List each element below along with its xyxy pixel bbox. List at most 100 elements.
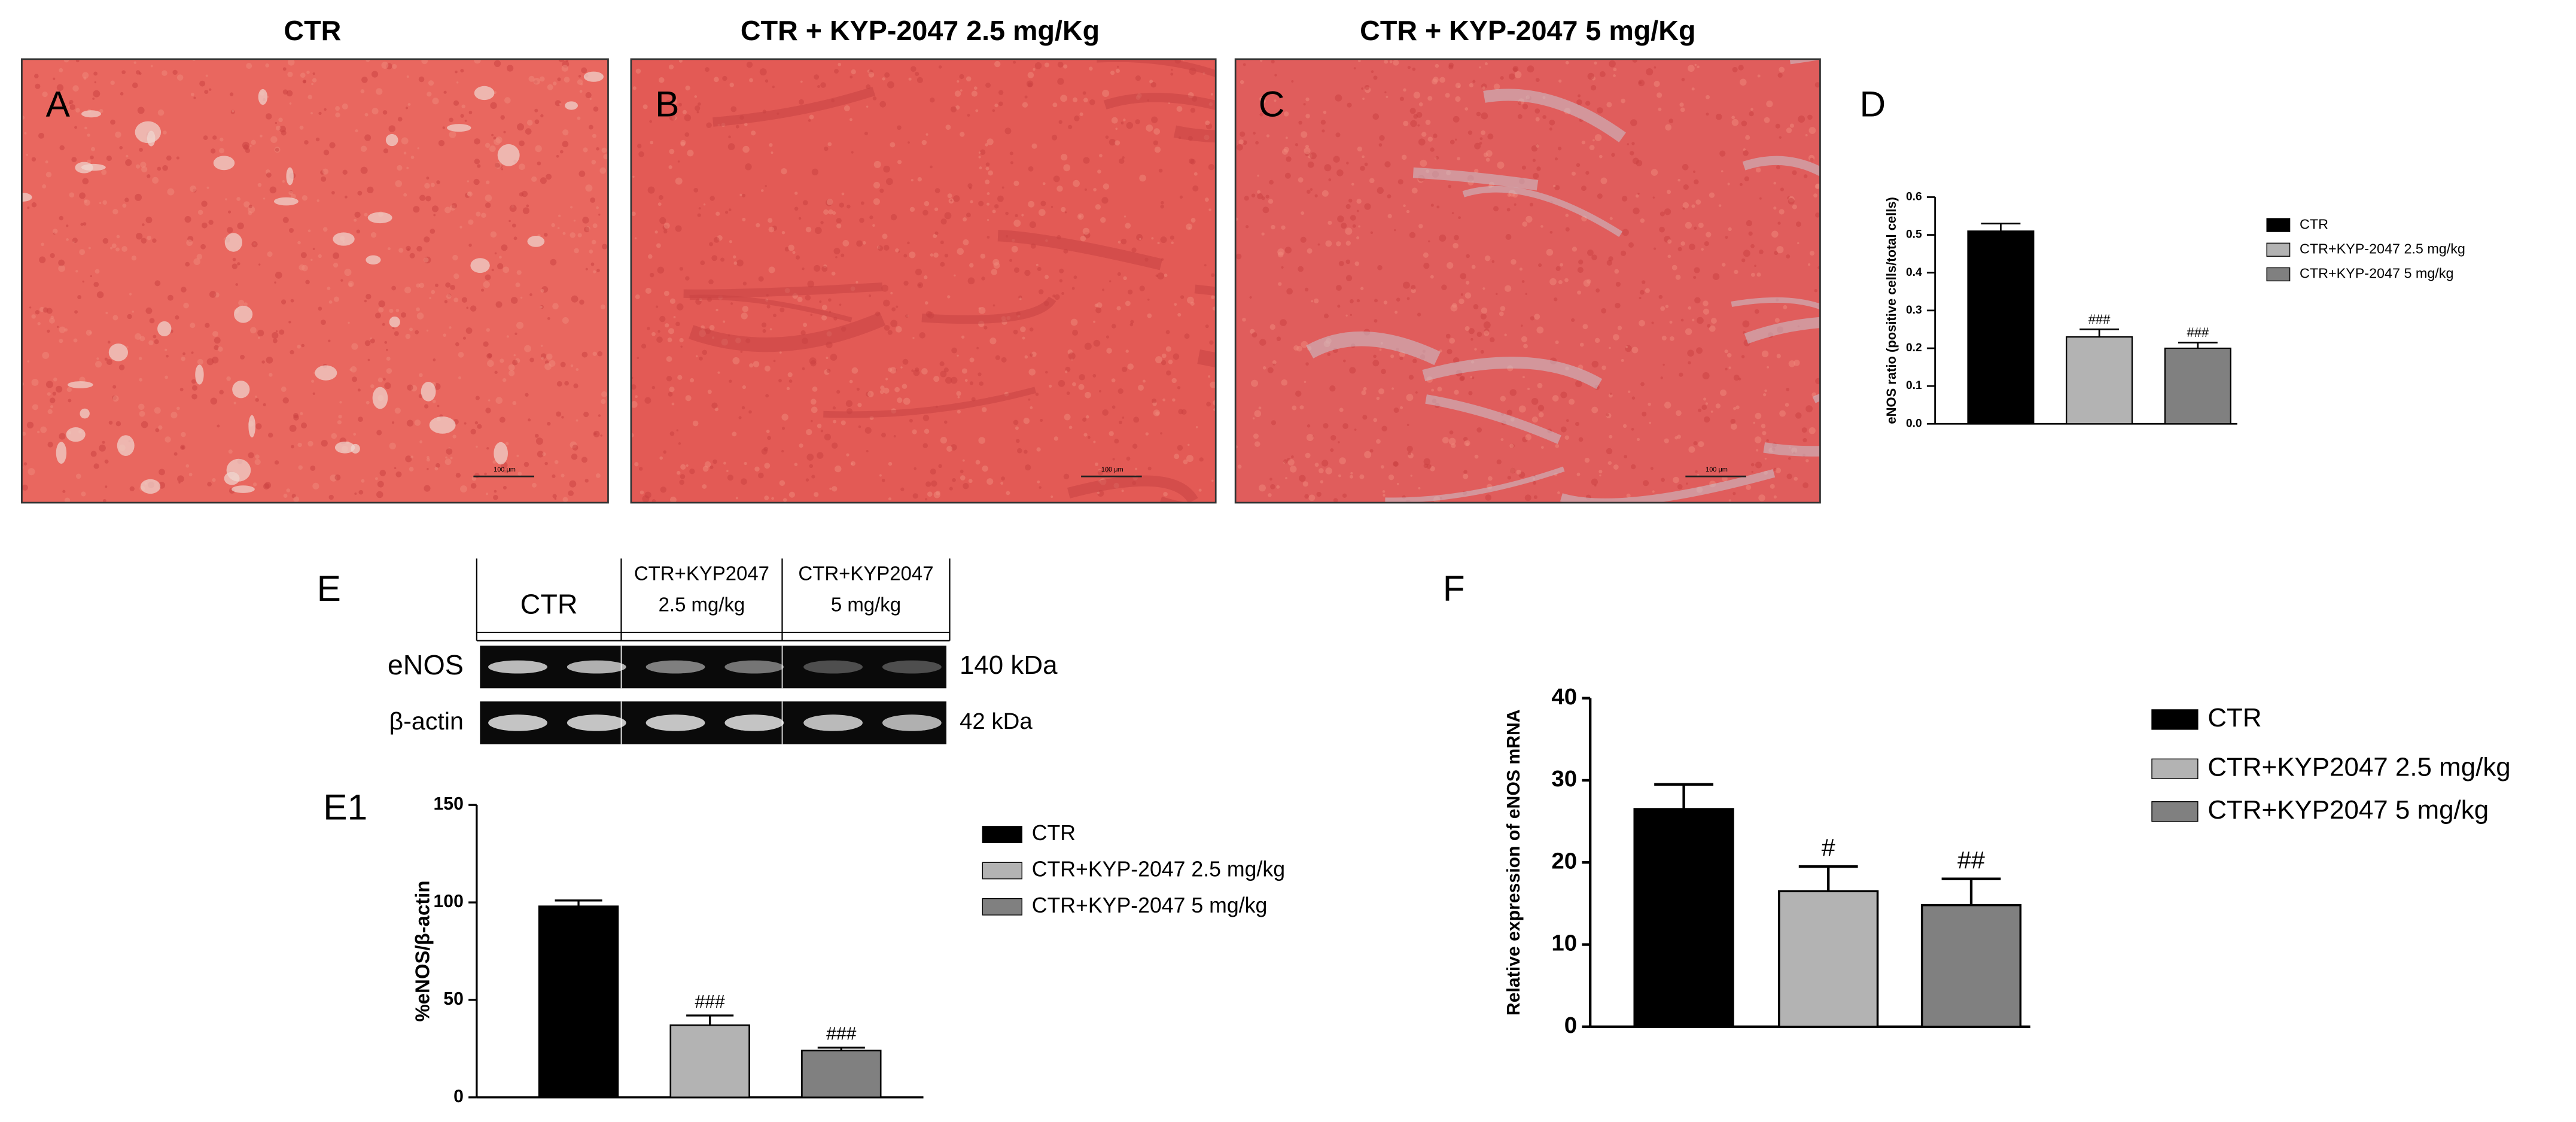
- texture: [960, 475, 966, 481]
- texture: [728, 135, 731, 139]
- texture: [705, 67, 710, 72]
- texture: [516, 454, 519, 457]
- texture: [81, 110, 101, 118]
- texture: [543, 233, 548, 237]
- texture: [1093, 339, 1101, 347]
- texture: [45, 160, 48, 164]
- texture: [1517, 114, 1523, 119]
- texture: [58, 264, 65, 272]
- texture: [559, 103, 562, 105]
- texture: [732, 431, 737, 437]
- texture: [305, 279, 310, 285]
- texture: [1715, 403, 1721, 409]
- texture: [1680, 107, 1685, 112]
- texture: [1399, 96, 1405, 101]
- texture: [1560, 426, 1567, 433]
- texture: [1742, 320, 1750, 328]
- texture: [1572, 247, 1578, 252]
- texture: [975, 460, 981, 465]
- texture: [959, 74, 964, 80]
- bar: [538, 905, 619, 1099]
- texture: [1357, 146, 1362, 152]
- texture: [978, 151, 981, 154]
- texture: [584, 226, 590, 233]
- texture: [1406, 445, 1413, 452]
- texture: [659, 217, 666, 224]
- texture: [1274, 74, 1277, 77]
- texture: [31, 202, 37, 208]
- texture: [1314, 463, 1319, 467]
- texture: [758, 472, 764, 479]
- texture: [1094, 462, 1098, 466]
- texture: [307, 229, 311, 233]
- texture: [1435, 63, 1439, 68]
- texture: [730, 302, 733, 305]
- texture: [82, 178, 89, 185]
- texture: [1585, 171, 1590, 175]
- texture: [1534, 108, 1540, 114]
- texture: [1807, 263, 1811, 266]
- texture: [1727, 352, 1732, 358]
- texture: [349, 368, 352, 371]
- texture: [138, 357, 142, 360]
- texture: [1664, 402, 1671, 409]
- texture: [331, 191, 335, 194]
- texture: [41, 242, 45, 247]
- texture: [357, 190, 363, 196]
- texture: [709, 242, 713, 247]
- texture: [913, 369, 920, 376]
- texture: [698, 102, 701, 106]
- texture: [1327, 352, 1331, 356]
- texture: [88, 247, 91, 250]
- texture: [1755, 461, 1762, 469]
- texture: [890, 291, 893, 294]
- texture: [1430, 203, 1434, 207]
- texture: [1779, 66, 1785, 73]
- texture: [425, 196, 431, 202]
- texture: [1096, 302, 1103, 308]
- texture: [1631, 428, 1634, 431]
- texture: [1271, 420, 1277, 425]
- texture: [1597, 193, 1603, 199]
- texture: [1741, 258, 1746, 263]
- texture: [1606, 102, 1612, 108]
- texture: [265, 63, 269, 68]
- texture: [1199, 457, 1204, 462]
- texture: [1441, 284, 1447, 290]
- texture: [592, 351, 597, 356]
- texture: [429, 416, 456, 434]
- texture: [371, 71, 379, 78]
- texture: [1659, 226, 1665, 233]
- texture: [676, 429, 679, 431]
- texture: [1815, 212, 1820, 218]
- texture: [1184, 333, 1190, 339]
- texture: [638, 151, 644, 157]
- texture: [593, 270, 596, 273]
- texture: [460, 69, 464, 73]
- texture: [118, 364, 125, 370]
- texture: [124, 197, 129, 202]
- texture: [748, 410, 752, 414]
- texture: [370, 338, 375, 343]
- texture: [1295, 390, 1302, 397]
- texture: [919, 332, 925, 339]
- texture: [836, 223, 842, 229]
- texture: [1179, 195, 1183, 199]
- texture: [978, 156, 981, 159]
- texture: [1680, 241, 1685, 246]
- texture: [702, 349, 708, 355]
- texture: [1021, 214, 1024, 217]
- texture: [946, 446, 953, 452]
- texture: [1406, 297, 1410, 300]
- texture: [576, 419, 578, 422]
- texture: [287, 71, 293, 77]
- texture: [1029, 221, 1036, 229]
- texture: [87, 133, 90, 137]
- texture: [529, 293, 532, 296]
- texture: [1013, 60, 1016, 64]
- texture: [1500, 396, 1506, 402]
- texture: [1145, 432, 1149, 436]
- texture: [712, 459, 717, 464]
- texture: [214, 337, 221, 344]
- texture: [1151, 116, 1158, 123]
